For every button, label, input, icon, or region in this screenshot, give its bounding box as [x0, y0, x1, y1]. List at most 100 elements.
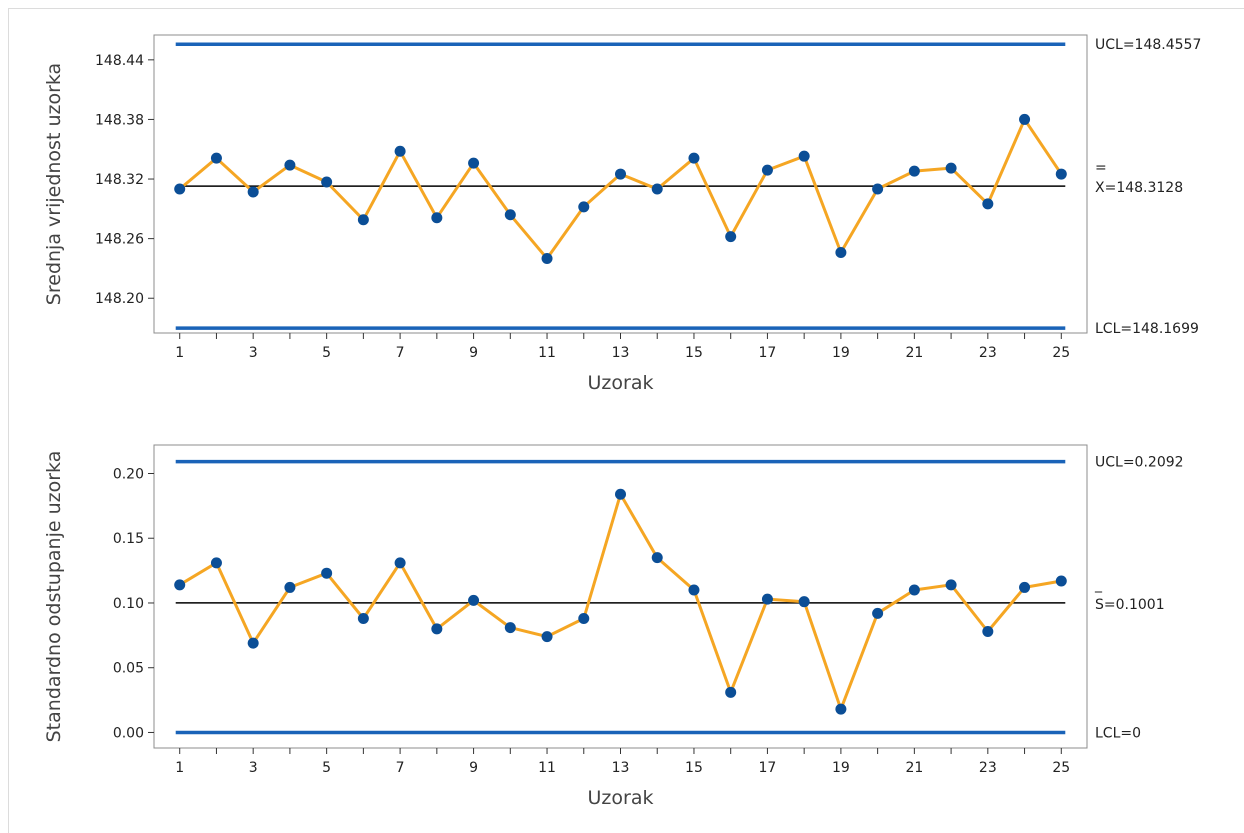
s-chart-x-tick-label: 19	[832, 760, 850, 776]
s-chart-point	[982, 625, 994, 637]
s-chart-x-tick-label: 25	[1052, 760, 1070, 776]
s-chart-x-tick-label: 7	[396, 760, 405, 776]
s-chart-point	[431, 623, 443, 635]
s-chart-x-tick-label: 15	[685, 760, 703, 776]
s-chart-x-tick-label: 11	[538, 760, 556, 776]
xbar-chart-point	[247, 186, 259, 198]
xbar-chart-x-axis-title: Uzorak	[588, 372, 654, 394]
s-chart-x-tick-label: 23	[979, 760, 997, 776]
xbar-chart-x-tick-label: 19	[832, 345, 850, 361]
xbar-chart-point	[1019, 113, 1031, 125]
s-chart-point	[357, 613, 369, 625]
figure-frame	[8, 8, 1244, 833]
xbar-chart-point	[394, 145, 406, 157]
s-chart-x-tick-label: 9	[469, 760, 478, 776]
s-chart-point	[394, 557, 406, 569]
xbar-chart-x-tick-label: 9	[469, 345, 478, 361]
xbar-chart-point	[284, 159, 296, 171]
s-chart-point	[945, 579, 957, 591]
xbar-chart-x-tick-label: 25	[1052, 345, 1070, 361]
s-chart-x-tick-label: 13	[612, 760, 630, 776]
xbar-chart-center-label: X=148.3128	[1095, 180, 1183, 196]
s-chart-point	[284, 581, 296, 593]
xbar-chart-point	[615, 168, 626, 180]
xbar-chart-point	[357, 214, 369, 226]
s-chart-lcl-label: LCL=0	[1095, 725, 1141, 741]
s-chart-point	[1019, 581, 1031, 593]
s-chart-center-bar-mark: _	[1094, 577, 1103, 593]
xbar-chart-x-tick-label: 3	[249, 345, 258, 361]
xbar-chart-y-tick-label: 148.32	[95, 172, 144, 188]
xbar-chart-point	[541, 253, 553, 264]
s-chart-point	[798, 596, 810, 608]
xbar-chart-point	[174, 183, 186, 195]
xbar-chart-series-line	[178, 117, 1063, 260]
s-chart-x-tick-label: 21	[905, 760, 923, 776]
s-chart-series-line	[178, 492, 1062, 711]
s-chart-x-tick-label: 17	[759, 760, 777, 776]
s-chart-y-tick-label: 0.20	[113, 466, 144, 482]
xbar-chart-point	[872, 183, 884, 195]
xbar-chart-ucl-label: UCL=148.4557	[1095, 37, 1201, 53]
s-chart-point	[247, 637, 259, 649]
s-chart-point	[468, 594, 480, 606]
s-chart-y-tick-label: 0.05	[113, 661, 144, 677]
xbar-chart-point	[725, 231, 737, 243]
s-chart-x-tick-label: 1	[175, 760, 184, 776]
xbar-chart-point	[468, 157, 480, 169]
s-chart-center-label: S=0.1001	[1095, 597, 1165, 613]
xbar-chart-x-tick-label: 17	[759, 345, 777, 361]
s-chart-y-axis-title: Standardno odstupanje uzorka	[43, 451, 65, 743]
s-chart-point	[321, 567, 333, 579]
s-chart-y-tick-label: 0.10	[113, 596, 144, 612]
s-chart-x-tick-label: 5	[322, 760, 331, 776]
s-chart-point	[210, 557, 222, 569]
s-chart-point	[541, 631, 553, 643]
xbar-chart-x-tick-label: 15	[685, 345, 703, 361]
s-chart-point	[761, 593, 773, 605]
xbar-chart-plot-frame	[153, 34, 1088, 334]
xbar-chart-point	[504, 209, 516, 221]
s-chart-point	[615, 488, 626, 500]
xbar-chart-y-tick-label: 148.38	[95, 112, 144, 128]
xbar-chart-point	[982, 198, 994, 210]
s-chart-point	[835, 703, 847, 715]
xbar-chart-point	[945, 162, 957, 174]
xbar-chart-point	[1055, 168, 1067, 180]
s-chart-point	[908, 584, 920, 596]
s-chart-x-tick-label: 3	[249, 760, 258, 776]
xbar-chart-x-tick-label: 21	[905, 345, 923, 361]
xbar-chart-x-tick-label: 11	[538, 345, 556, 361]
xbar-chart-y-tick-label: 148.44	[95, 53, 144, 69]
s-chart-y-tick-label: 0.00	[113, 725, 144, 741]
xbar-chart-point	[210, 152, 222, 164]
xbar-chart-point	[761, 164, 773, 176]
xbar-chart-point	[578, 201, 590, 213]
s-chart-point	[504, 622, 516, 634]
xbar-chart-x-tick-label: 23	[979, 345, 997, 361]
xbar-chart-lcl-label: LCL=148.1699	[1095, 321, 1199, 337]
xbar-chart-x-tick-label: 5	[322, 345, 331, 361]
s-chart-ucl-label: UCL=0.2092	[1095, 455, 1184, 471]
xbar-chart-point	[321, 176, 333, 188]
xbar-chart-point	[431, 212, 443, 224]
s-chart-point	[688, 584, 700, 596]
xbar-chart-point	[798, 150, 810, 162]
xbar-chart-x-tick-label: 1	[175, 345, 184, 361]
xbar-chart-y-axis-title: Srednja vrijednost uzorka	[43, 63, 65, 305]
s-chart: 0.000.050.100.150.201 3 5 7 9 11 13 15 17 19 21 23 2…	[43, 444, 1184, 809]
xbar-chart-point	[908, 165, 920, 177]
xbar-chart-center-bar-mark: =	[1095, 160, 1107, 176]
s-chart-point	[578, 613, 590, 625]
xbar-chart-point	[835, 247, 847, 259]
s-chart-point	[651, 552, 663, 564]
s-chart-point	[174, 579, 186, 591]
s-chart-point	[725, 686, 737, 698]
s-chart-point	[872, 607, 884, 619]
s-chart-x-axis-title: Uzorak	[588, 787, 654, 809]
s-chart-point	[1055, 575, 1067, 587]
xbar-chart-point	[688, 152, 700, 164]
